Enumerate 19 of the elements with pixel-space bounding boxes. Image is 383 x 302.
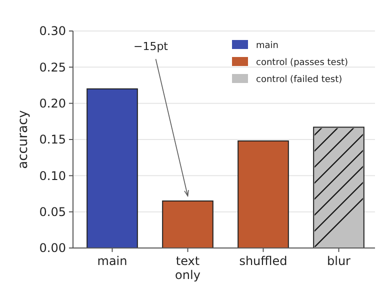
x-tick-label: text only (175, 254, 200, 282)
bar (86, 88, 138, 248)
y-tick-label: 0.25 (39, 60, 66, 74)
y-tick-label: 0.10 (39, 168, 66, 183)
y-tick-label: 0.15 (39, 132, 66, 147)
legend-label: control (failed test) (256, 75, 342, 85)
x-tick-label: blur (327, 254, 351, 268)
y-tick-label: 0.20 (39, 96, 66, 111)
legend-label: main (256, 41, 278, 51)
y-tick-label: 0.05 (39, 205, 66, 220)
bar (238, 140, 289, 248)
y-tick-label: 0.30 (39, 24, 66, 38)
legend-label: control (passes test) (256, 58, 348, 68)
y-axis-title: accuracy (16, 110, 31, 169)
bar (162, 200, 214, 248)
y-tick-label: 0.00 (39, 241, 66, 256)
x-tick-label: main (97, 254, 128, 268)
annotation: −15pt (133, 40, 169, 53)
x-tick-label: shuffled (239, 254, 288, 268)
